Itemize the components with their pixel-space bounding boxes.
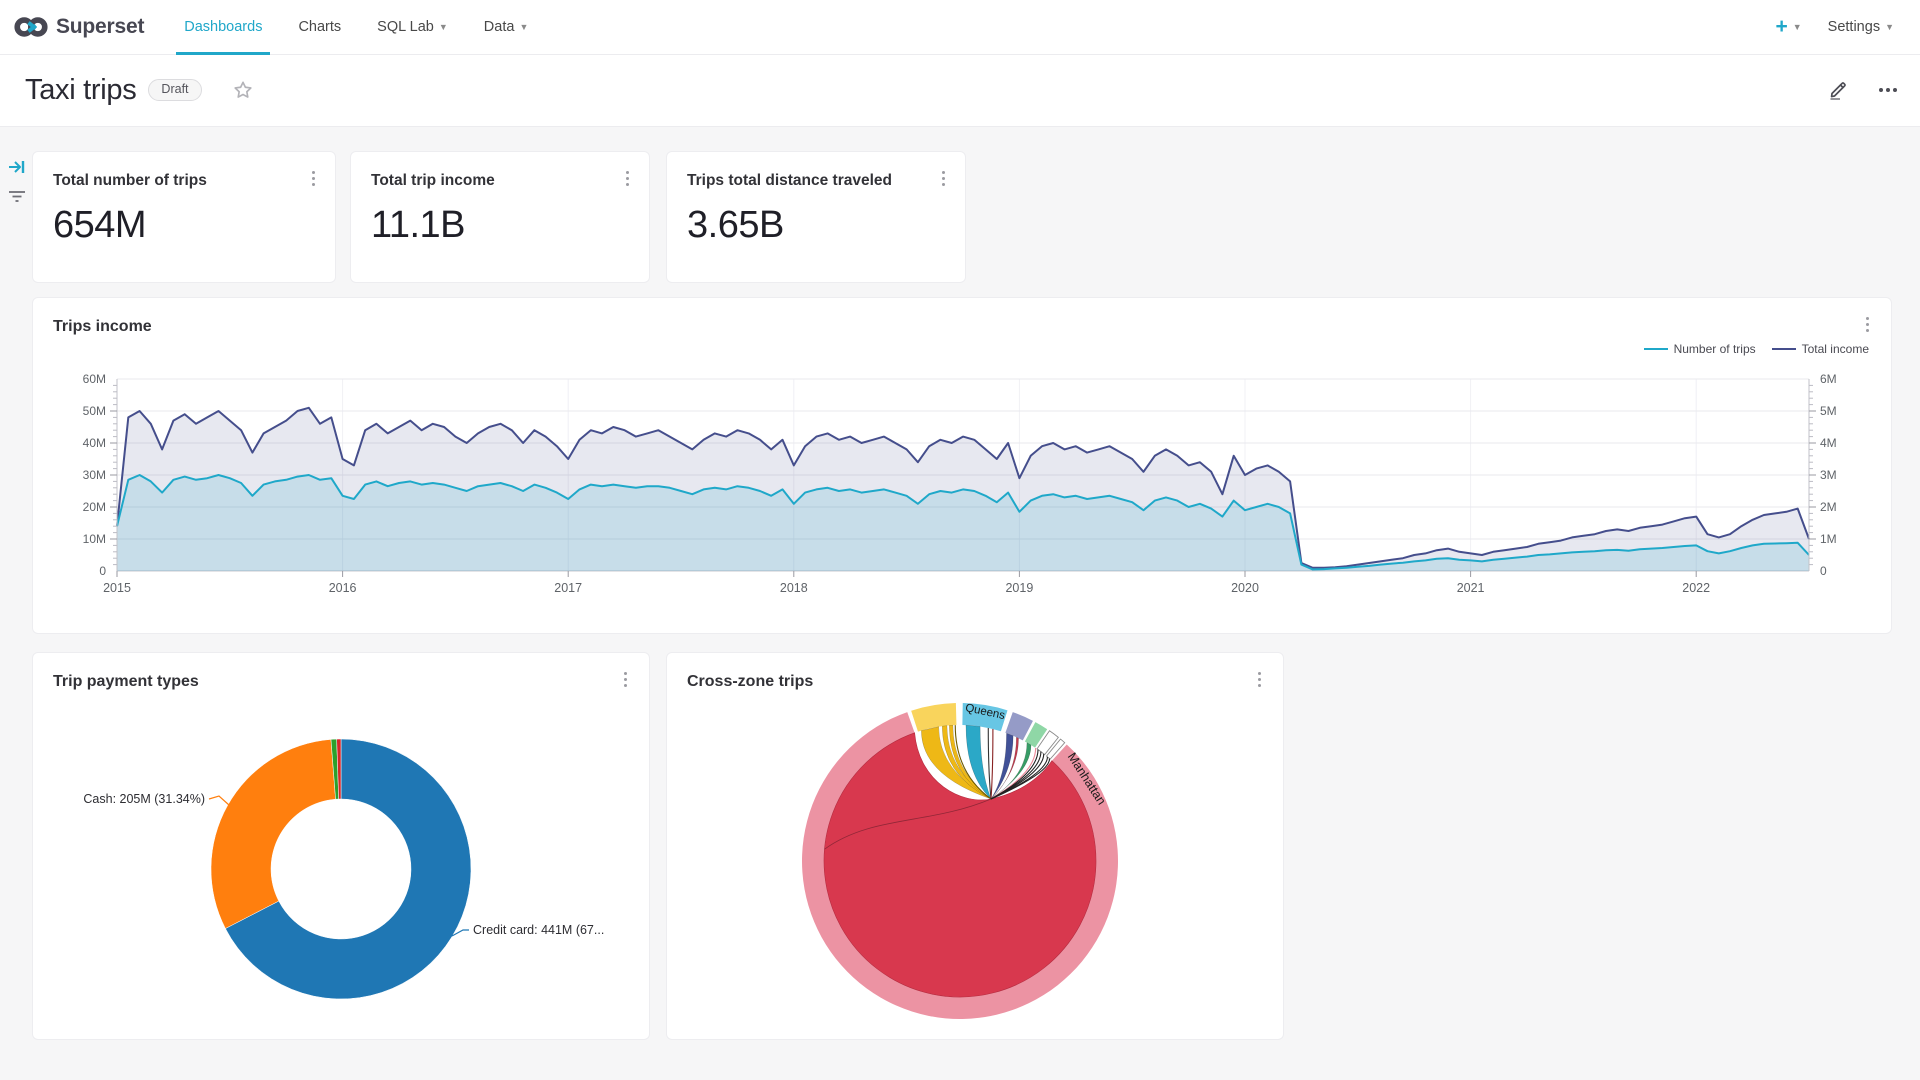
svg-text:1M: 1M bbox=[1820, 532, 1837, 546]
payment-types-card: Trip payment types Cash: 205M (31.34%) Cr… bbox=[32, 652, 650, 1040]
page-title: Taxi trips bbox=[25, 73, 137, 106]
legend-swatch bbox=[1643, 348, 1668, 350]
chevron-down-icon: ▼ bbox=[1885, 22, 1894, 32]
kpi-card-total-trips: Total number of trips 654M bbox=[32, 151, 336, 283]
svg-text:5M: 5M bbox=[1820, 404, 1837, 418]
legend-number-of-trips[interactable]: Number of trips bbox=[1643, 342, 1756, 356]
chart-legend: Number of trips Total income bbox=[1643, 342, 1869, 356]
svg-text:Credit card: 441M (67...: Credit card: 441M (67... bbox=[473, 923, 604, 937]
svg-text:10M: 10M bbox=[83, 532, 106, 546]
chart-title: Cross-zone trips bbox=[687, 673, 814, 690]
chart-options-kebab[interactable] bbox=[1859, 314, 1875, 334]
svg-text:2019: 2019 bbox=[1005, 581, 1033, 595]
svg-text:2021: 2021 bbox=[1457, 581, 1485, 595]
chevron-down-icon: ▼ bbox=[519, 22, 529, 32]
nav-dashboards[interactable]: Dashboards bbox=[166, 0, 280, 55]
chevron-down-icon: ▼ bbox=[438, 22, 448, 32]
svg-text:2018: 2018 bbox=[780, 581, 808, 595]
kpi-card-trip-income: Total trip income 11.1B bbox=[350, 151, 650, 283]
settings-menu[interactable]: Settings ▼ bbox=[1827, 19, 1894, 35]
svg-text:30M: 30M bbox=[83, 468, 106, 482]
kpi-title: Total number of trips bbox=[53, 172, 207, 189]
chart-options-kebab[interactable] bbox=[305, 168, 321, 188]
pencil-icon bbox=[1830, 82, 1846, 100]
svg-text:3M: 3M bbox=[1820, 468, 1837, 482]
brand-name: Superset bbox=[56, 15, 145, 38]
nav-charts[interactable]: Charts bbox=[298, 19, 342, 35]
kpi-card-total-distance: Trips total distance traveled 3.65B bbox=[666, 151, 966, 283]
legend-total-income[interactable]: Total income bbox=[1771, 342, 1869, 356]
expand-filter-bar-icon[interactable] bbox=[7, 157, 27, 182]
cross-zone-card: Cross-zone trips Queens Manhattan bbox=[666, 652, 1284, 1040]
chart-options-kebab[interactable] bbox=[1251, 669, 1267, 689]
nav-sql-lab[interactable]: SQL Lab ▼ bbox=[377, 19, 448, 35]
new-item-button[interactable]: + ▼ bbox=[1775, 15, 1802, 38]
svg-text:2020: 2020 bbox=[1231, 581, 1259, 595]
svg-text:2M: 2M bbox=[1820, 500, 1837, 514]
chart-options-kebab[interactable] bbox=[935, 168, 951, 188]
kpi-value: 3.65B bbox=[687, 204, 784, 246]
superset-logo[interactable]: Superset bbox=[0, 14, 144, 40]
svg-text:4M: 4M bbox=[1820, 436, 1837, 450]
edit-dashboard-button[interactable] bbox=[1824, 76, 1852, 104]
filter-icon[interactable] bbox=[6, 185, 28, 212]
trips-income-card: Trips income Number of trips Total incom… bbox=[32, 297, 1892, 634]
svg-text:2016: 2016 bbox=[329, 581, 357, 595]
chevron-down-icon: ▼ bbox=[1792, 22, 1802, 32]
legend-swatch bbox=[1771, 348, 1796, 350]
ellipsis-icon bbox=[1879, 88, 1897, 92]
superset-infinity-icon bbox=[14, 17, 48, 37]
favorite-star-icon[interactable] bbox=[232, 79, 254, 101]
kpi-title: Total trip income bbox=[371, 172, 495, 189]
svg-text:6M: 6M bbox=[1820, 372, 1837, 386]
kpi-title: Trips total distance traveled bbox=[687, 172, 893, 189]
svg-text:Cash: 205M (31.34%): Cash: 205M (31.34%) bbox=[83, 792, 205, 806]
svg-text:0: 0 bbox=[1820, 564, 1827, 578]
chart-title: Trips income bbox=[53, 318, 152, 335]
dashboard-header: Taxi trips Draft bbox=[0, 54, 1920, 127]
svg-text:40M: 40M bbox=[83, 436, 106, 450]
svg-text:20M: 20M bbox=[83, 500, 106, 514]
trips-income-chart[interactable]: 0 10M 20M 30M 40M 50M 60M 0 1M 2M 3M 4M 5M 6M 2015 2016… bbox=[33, 298, 1891, 633]
navbar: Superset Dashboards Charts SQL Lab ▼ Data… bbox=[0, 0, 1920, 55]
main-nav: Dashboards Charts SQL Lab ▼ Data ▼ bbox=[166, 0, 546, 55]
svg-text:2022: 2022 bbox=[1682, 581, 1710, 595]
svg-text:50M: 50M bbox=[83, 404, 106, 418]
status-badge: Draft bbox=[148, 79, 202, 101]
kpi-value: 654M bbox=[53, 204, 147, 246]
chart-options-kebab[interactable] bbox=[619, 168, 635, 188]
kpi-value: 11.1B bbox=[371, 204, 465, 246]
payment-donut-chart[interactable]: Cash: 205M (31.34%) Credit card: 441M (67… bbox=[33, 653, 649, 1039]
more-actions-button[interactable] bbox=[1874, 76, 1902, 104]
chart-options-kebab[interactable] bbox=[617, 669, 633, 689]
svg-text:2015: 2015 bbox=[103, 581, 131, 595]
svg-text:0: 0 bbox=[99, 564, 106, 578]
svg-text:2017: 2017 bbox=[554, 581, 582, 595]
chart-title: Trip payment types bbox=[53, 673, 199, 690]
nav-data[interactable]: Data ▼ bbox=[483, 19, 529, 35]
svg-text:60M: 60M bbox=[83, 372, 106, 386]
